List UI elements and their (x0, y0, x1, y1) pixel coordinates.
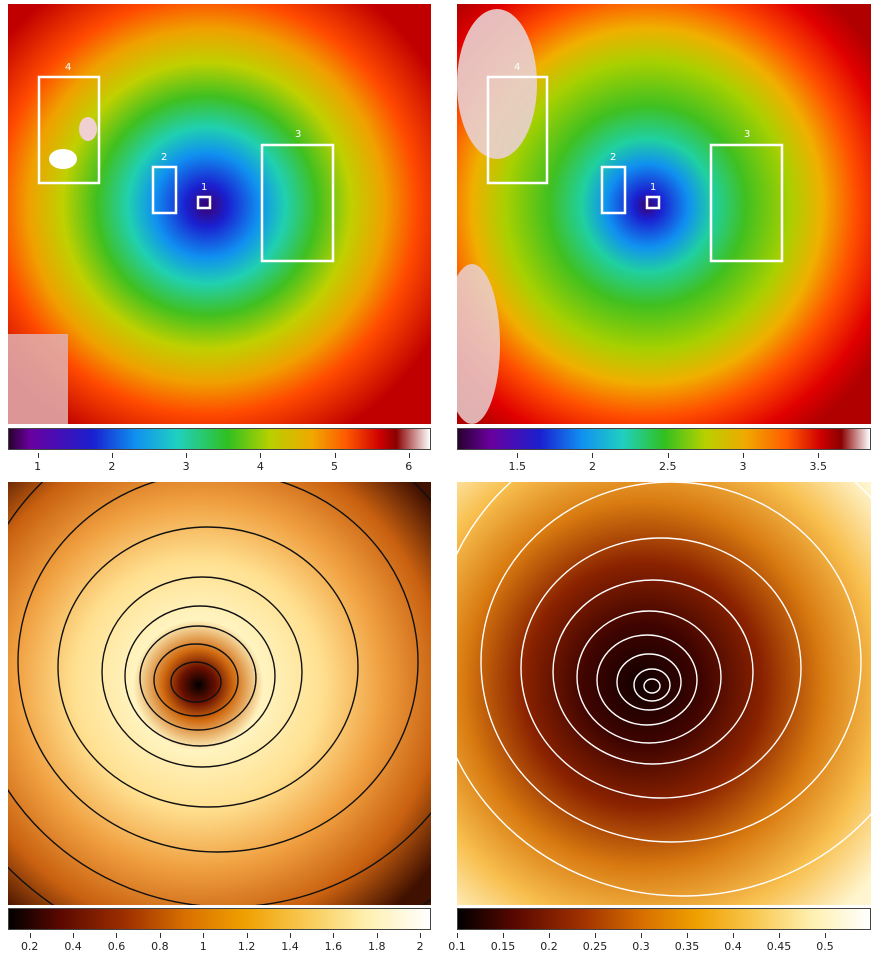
region-box-3 (709, 143, 784, 263)
temperature-map-right: 4 2 1 3 (457, 4, 871, 424)
colorbar-tick-mark (37, 453, 39, 458)
colorbar-tick-mark (457, 933, 458, 938)
contour-lines (8, 482, 431, 905)
colorbar-tick-label: 0.4 (724, 940, 742, 953)
colorbar-tick-mark (687, 933, 688, 938)
colorbar-tick-label: 0.8 (151, 940, 169, 953)
heat-map-image (457, 482, 871, 905)
region-label-1: 1 (201, 182, 208, 193)
colorbar-tick-label: 0.45 (766, 940, 792, 953)
temperature-map-left: 4 2 1 3 (8, 4, 431, 424)
colorbar-tick-mark (290, 933, 291, 938)
colorbar-tick-label: 0.35 (674, 940, 700, 953)
colorbar-tick-label: 0.5 (816, 940, 834, 953)
colorbar-tick-mark (159, 933, 161, 938)
colorbar-tick-label: 1.4 (281, 940, 299, 953)
colorbar-tick-label: 1 (199, 940, 207, 953)
colorbar-tick-mark (116, 933, 118, 938)
colorbar-ticks-bottom-left: 0.2 0.4 0.6 0.8 1 1.2 1.4 1.6 1.8 2 (8, 933, 431, 958)
heat-map-left (8, 482, 431, 905)
heat-map-right (457, 482, 871, 905)
colorbar-tick-label: 1.5 (508, 460, 526, 473)
colorbar-tick-label: 0.2 (540, 940, 558, 953)
colorbar-tick-label: 4 (256, 460, 264, 473)
region-label-4: 4 (514, 62, 521, 73)
colorbar-tick-label: 1.6 (324, 940, 343, 953)
colorbar-tick-label: 2 (108, 460, 116, 473)
colorbar-tick-mark (733, 933, 734, 938)
colorbar-tick-label: 0.6 (107, 940, 126, 953)
colorbar-tick-mark (420, 933, 422, 938)
colorbar-tick-mark (408, 453, 410, 458)
colorbar-tick-mark (595, 933, 596, 938)
region-label-4: 4 (65, 62, 72, 73)
colorbar-tick-mark (333, 933, 335, 938)
region-box-1 (645, 195, 661, 210)
region-box-4 (37, 75, 101, 185)
colorbar-tick-label: 3 (739, 460, 747, 473)
colorbar-tick-mark (743, 453, 745, 458)
colorbar-tick-mark (779, 933, 780, 938)
region-label-3: 3 (295, 129, 302, 140)
colorbar-bottom-right (457, 908, 871, 930)
colorbar-tick-mark (186, 453, 188, 458)
colorbar-tick-mark (517, 453, 519, 458)
colorbar-tick-label: 6 (405, 460, 413, 473)
colorbar-tick-label: 5 (331, 460, 339, 473)
colorbar-ticks-bottom-right: 0.1 0.15 0.2 0.25 0.3 0.35 0.4 0.45 0.5 (448, 933, 871, 958)
colorbar-tick-mark (818, 453, 820, 458)
colorbar-tick-label: 0.25 (582, 940, 608, 953)
region-label-3: 3 (744, 129, 751, 140)
colorbar-tick-label: 0.1 (448, 940, 466, 953)
temperature-map-image (457, 4, 871, 424)
colorbar-tick-label: 2.5 (659, 460, 677, 473)
region-label-1: 1 (650, 182, 657, 193)
colorbar-tick-mark (825, 933, 826, 938)
colorbar-tick-mark (334, 453, 336, 458)
contour-lines (457, 482, 871, 897)
colorbar-tick-label: 2 (416, 940, 424, 953)
colorbar-tick-label: 0.4 (64, 940, 82, 953)
colorbar-tick-mark (503, 933, 504, 938)
temperature-map-image (8, 4, 431, 424)
colorbar-tick-label: 0.15 (490, 940, 516, 953)
colorbar-tick-mark (641, 933, 642, 938)
colorbar-tick-mark (592, 453, 594, 458)
colorbar-tick-label: 0.3 (632, 940, 650, 953)
region-box-2 (151, 165, 178, 215)
colorbar-tick-mark (549, 933, 550, 938)
colorbar-top-right (457, 428, 871, 450)
colorbar-bottom-left (8, 908, 431, 930)
heat-map-image (8, 482, 431, 905)
colorbar-tick-label: 1 (34, 460, 42, 473)
colorbar-ticks-top-left: 1 2 3 4 5 6 (8, 453, 431, 478)
colorbar-tick-mark (376, 933, 378, 938)
colorbar-tick-label: 1.2 (237, 940, 256, 953)
region-label-2: 2 (161, 152, 168, 163)
region-box-2 (600, 165, 627, 215)
colorbar-tick-label: 0.2 (20, 940, 39, 953)
colorbar-tick-mark (29, 933, 31, 938)
region-box-1 (196, 195, 212, 210)
colorbar-tick-mark (203, 933, 205, 938)
colorbar-tick-label: 3 (182, 460, 190, 473)
region-label-2: 2 (610, 152, 617, 163)
colorbar-ticks-top-right: 1.5 2 2.5 3 3.5 (457, 453, 871, 478)
colorbar-tick-mark (111, 453, 113, 458)
colorbar-tick-mark (246, 933, 248, 938)
colorbar-tick-mark (667, 453, 669, 458)
colorbar-tick-mark (73, 933, 75, 938)
colorbar-tick-label: 1.8 (368, 940, 386, 953)
region-box-3 (260, 143, 335, 263)
colorbar-tick-mark (260, 453, 262, 458)
colorbar-top-left (8, 428, 431, 450)
region-box-4 (486, 75, 549, 185)
colorbar-tick-label: 3.5 (809, 460, 828, 473)
colorbar-tick-label: 2 (588, 460, 596, 473)
